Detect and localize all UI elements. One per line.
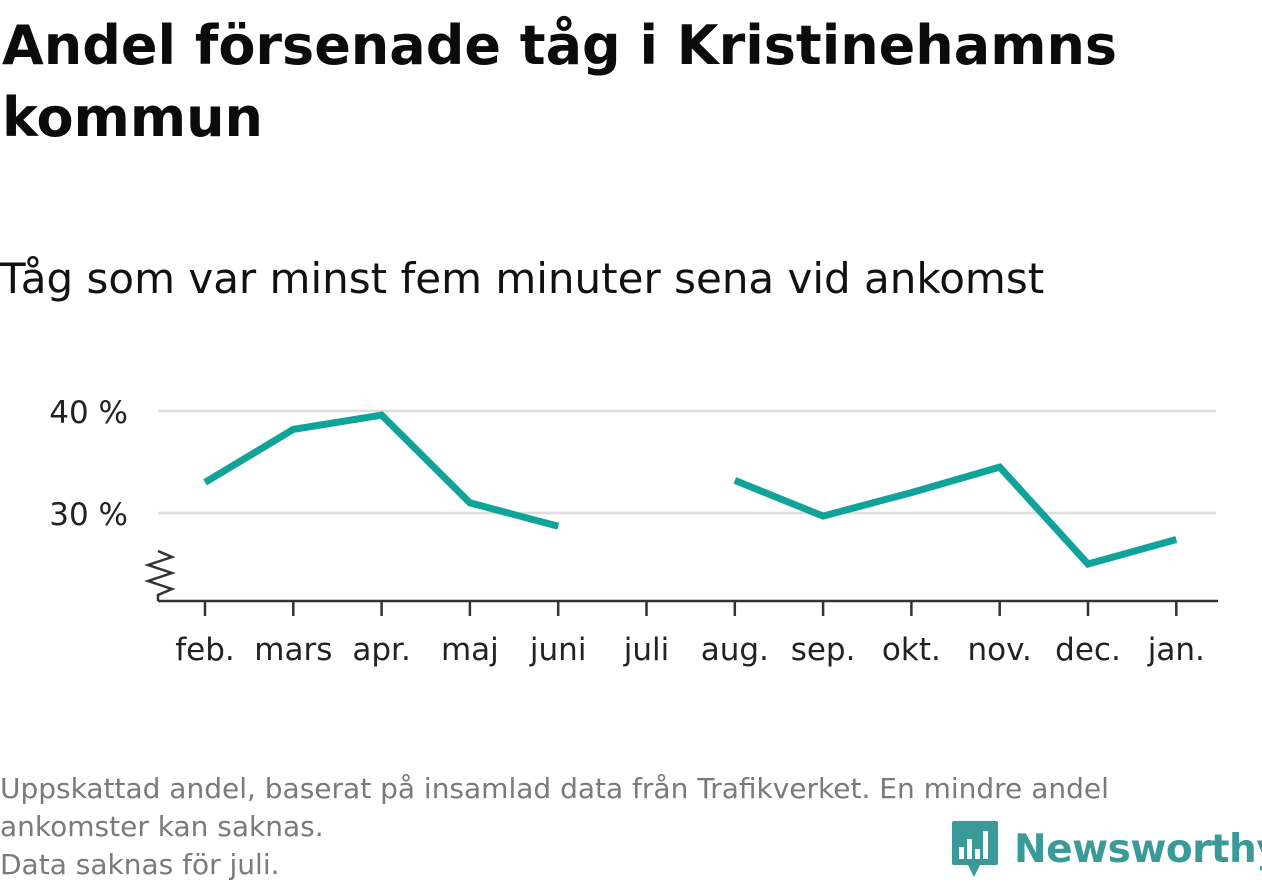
series-line-segment (203, 411, 560, 530)
x-tick-label: okt. (882, 632, 941, 668)
x-tick-label: dec. (1055, 632, 1121, 668)
footnote-line: ankomster kan saknas. (0, 810, 324, 843)
brand-logo: Newsworthy (950, 818, 1262, 880)
y-tick-label: 30 % (49, 497, 128, 533)
chart-subtitle: Tåg som var minst fem minuter sena vid a… (0, 254, 1045, 303)
x-tick-label: juni (529, 632, 587, 668)
x-axis: feb. mars apr. maj juni juli aug. sep. okt. nov. d… (144, 549, 1218, 668)
chart-title: Andel försenade tåg i Kristinehamns komm… (2, 14, 1118, 149)
x-tick-label: aug. (701, 632, 769, 668)
footnote: Uppskattad andel, baserat på insamlad da… (0, 770, 1250, 884)
x-tick-label: maj (441, 632, 499, 668)
x-tick-label: juli (623, 632, 670, 668)
footnote-line: Data saknas för juli. (0, 848, 280, 881)
series-line-segment (733, 463, 1178, 568)
y-tick-label: 40 % (49, 395, 128, 431)
x-tick-label: mars (254, 632, 332, 668)
bar-chart-speech-bubble-icon (952, 821, 998, 877)
footnote-line: Uppskattad andel, baserat på insamlad da… (0, 772, 1109, 805)
x-tick-label: feb. (175, 632, 235, 668)
x-tick-label: apr. (352, 632, 410, 668)
x-tick-label: jan. (1147, 632, 1205, 668)
series-lines (203, 411, 1178, 568)
y-axis-break-mark (144, 549, 176, 601)
x-tick-label: nov. (967, 632, 1031, 668)
line-chart: 30 % 40 % feb. mars apr. maj juni juli aug. sep.… (49, 395, 1218, 668)
x-tick-label: sep. (791, 632, 856, 668)
brand-name: Newsworthy (1014, 826, 1262, 872)
y-axis-ticks: 30 % 40 % (49, 395, 128, 533)
